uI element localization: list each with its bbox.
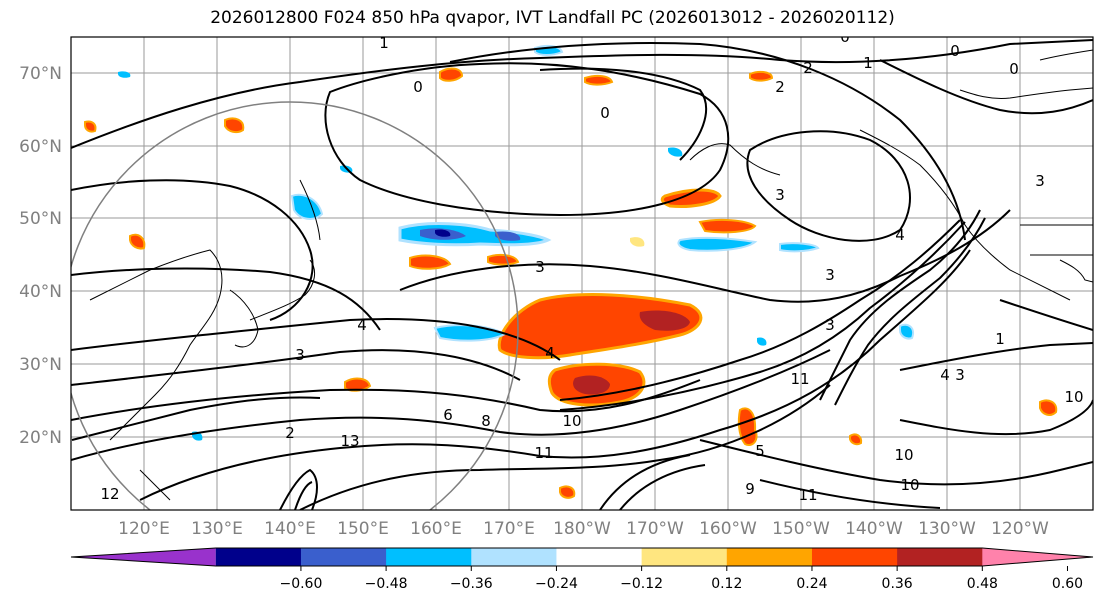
- contour-label: 0: [840, 28, 850, 46]
- contour-label: 2: [803, 59, 813, 77]
- contour-label: 5: [755, 442, 765, 460]
- colorbar-extend-left: [71, 548, 216, 566]
- coastlines: [89, 49, 1093, 501]
- lon-label: 140°E: [264, 519, 316, 539]
- lat-label: 50°N: [19, 209, 62, 229]
- colorbar-segment: [726, 548, 813, 566]
- colorbar-segment: [471, 548, 557, 566]
- contour-label: 3: [825, 266, 835, 284]
- contour-label: 1: [863, 54, 873, 72]
- map-title: 2026012800 F024 850 hPa qvapor, IVT Land…: [210, 8, 895, 28]
- colorbar-tick-label: 0.36: [882, 576, 913, 592]
- contour-label: 4: [895, 226, 905, 244]
- colorbar-segment: [897, 548, 983, 566]
- lat-label: 70°N: [19, 64, 62, 84]
- qvapor-shading: [84, 44, 1058, 499]
- lon-label: 140°W: [845, 519, 903, 539]
- colorbar: −0.60 −0.48 −0.36 −0.24 −0.12 0.12 0.24 0.36 0.4…: [70, 547, 1094, 592]
- map-border: [70, 36, 1094, 511]
- lon-label: 150°E: [337, 519, 389, 539]
- colorbar-tick-label: −0.48: [365, 576, 408, 592]
- contour-label: 3: [535, 258, 545, 276]
- contour-label: 10: [1064, 388, 1083, 406]
- colorbar-outline: [70, 547, 1094, 567]
- contour-label: 4: [545, 344, 555, 362]
- ivt-contours: [71, 39, 1093, 510]
- lon-label: 150°W: [772, 519, 830, 539]
- contour-label: 3: [825, 316, 835, 334]
- contour-label: 10: [562, 412, 581, 430]
- colorbar-tick-label: −0.24: [535, 576, 578, 592]
- colorbar-tick-label: 0.12: [711, 576, 742, 592]
- lon-label: 120°W: [991, 519, 1049, 539]
- contour-label: 11: [798, 486, 817, 504]
- contour-label: 11: [790, 370, 809, 388]
- contour-label: 0: [950, 42, 960, 60]
- lat-label: 40°N: [19, 282, 62, 302]
- lon-label: 180°W: [553, 519, 611, 539]
- contour-label: 4: [940, 366, 950, 384]
- lon-label: 170°E: [483, 519, 535, 539]
- contour-label: 9: [745, 480, 755, 498]
- contour-label: 10: [894, 446, 913, 464]
- region-circle: [71, 101, 519, 510]
- colorbar-segment: [215, 548, 302, 566]
- lat-label: 30°N: [19, 355, 62, 375]
- contour-label: 11: [534, 444, 553, 462]
- lon-label: 170°W: [626, 519, 684, 539]
- colorbar-segment: [556, 548, 643, 566]
- lat-label: 20°N: [19, 428, 62, 448]
- contour-label: 8: [481, 412, 491, 430]
- colorbar-segment: [641, 548, 728, 566]
- lon-label: 120°E: [118, 519, 170, 539]
- contour-label: 3: [775, 186, 785, 204]
- contour-label: 3: [1035, 172, 1045, 190]
- lat-label: 60°N: [19, 137, 62, 157]
- contour-label: 1: [995, 330, 1005, 348]
- colorbar-segment: [811, 548, 898, 566]
- contour-label: 0: [600, 104, 610, 122]
- colorbar-tick-label: −0.12: [620, 576, 663, 592]
- contour-label: 3: [295, 346, 305, 364]
- contour-label: 4: [357, 316, 367, 334]
- lon-label: 130°E: [191, 519, 243, 539]
- colorbar-segment: [300, 548, 387, 566]
- contour-label: 6: [443, 406, 453, 424]
- colorbar-tick-label: −0.36: [450, 576, 493, 592]
- colorbar-extend-right: [982, 548, 1093, 566]
- colorbar-tick-label: 0.48: [967, 576, 998, 592]
- colorbar-tick-label: 0.60: [1052, 576, 1083, 592]
- contour-label: 3: [955, 366, 965, 384]
- contour-label: 2: [775, 78, 785, 96]
- contour-label: 0: [1009, 60, 1019, 78]
- contour-label: 13: [340, 432, 359, 450]
- colorbar-tick-label: −0.60: [279, 576, 322, 592]
- lon-label: 130°W: [918, 519, 976, 539]
- contour-label: 2: [285, 424, 295, 442]
- contour-label: 10: [900, 476, 919, 494]
- contour-label: 12: [100, 485, 119, 503]
- contour-label: 1: [379, 34, 389, 52]
- lon-label: 160°E: [410, 519, 462, 539]
- colorbar-segment: [386, 548, 472, 566]
- contour-label: 0: [413, 78, 423, 96]
- lon-label: 160°W: [699, 519, 757, 539]
- colorbar-tick-label: 0.24: [796, 576, 827, 592]
